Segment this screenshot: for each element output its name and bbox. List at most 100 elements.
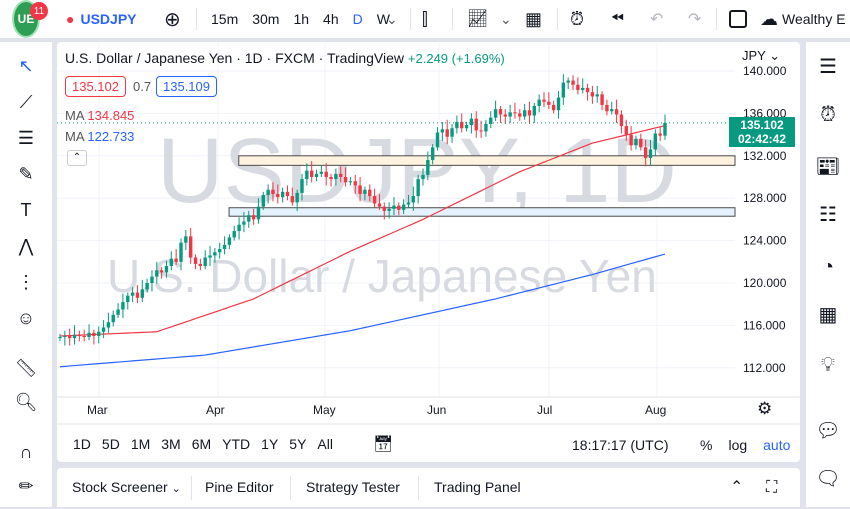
date-range-icon[interactable]: 📅︎ (373, 436, 394, 453)
scale-percent[interactable]: % (700, 437, 713, 453)
text-icon[interactable]: T (20, 200, 32, 220)
brush-icon[interactable]: ✎ (18, 164, 34, 184)
candle (97, 326, 101, 344)
range-5d[interactable]: 5D (101, 436, 120, 452)
candle-body (87, 332, 91, 338)
price-tick: 116.000 (743, 318, 786, 332)
interval-W[interactable]: W (376, 11, 390, 27)
candle (363, 186, 367, 201)
watchlist-icon[interactable]: ☰ (819, 56, 837, 78)
undo-icon[interactable]: ↶ (650, 11, 664, 28)
ask-price-button[interactable]: 135.109 (156, 76, 217, 97)
cursor-icon[interactable]: ↖ (18, 56, 34, 76)
range-3m[interactable]: 3M (161, 436, 181, 452)
candle-body (522, 110, 527, 117)
watermark-symbol: USDJPY, 1D (157, 120, 677, 222)
tab-strategy-tester[interactable]: Strategy Tester (306, 479, 400, 495)
ma2-legend[interactable]: MA 122.733 (65, 129, 135, 144)
range-ytd[interactable]: YTD (222, 436, 251, 452)
fib-retracement-icon[interactable]: ☰ (17, 128, 35, 148)
candle (455, 115, 459, 134)
chart-panel[interactable]: 140.000 136.000 132.000 128.000 124.000 120.0… (57, 42, 800, 462)
candle-body (435, 132, 440, 148)
magnet-icon[interactable]: ∩ (19, 442, 33, 462)
indicators-icon[interactable]: 📈︎ (467, 9, 489, 28)
range-1d[interactable]: 1D (73, 436, 91, 452)
candle (387, 202, 391, 219)
fullscreen-square-icon[interactable] (729, 0, 747, 38)
collapse-panel-icon[interactable]: ⌃ (730, 479, 744, 496)
candles-chart-type-icon[interactable]: ⫿ (422, 8, 428, 29)
trend-line-icon[interactable]: ⟋ (19, 92, 33, 112)
collapse-legend-button[interactable]: ⌃ (67, 150, 87, 166)
save-cloud-button[interactable]: ☁︎ Wealthy E (760, 8, 846, 29)
lock-drawing-icon[interactable]: ✏︎ (18, 476, 34, 496)
candle-body (203, 257, 207, 267)
scale-auto[interactable]: auto (763, 437, 791, 453)
interval-D[interactable]: D (352, 11, 363, 27)
tab-pine-editor[interactable]: Pine Editor (205, 479, 274, 495)
candle (372, 188, 377, 208)
chevron-down-icon[interactable]: ⌄ (386, 10, 398, 27)
interval-30m[interactable]: 30m (252, 11, 280, 27)
forecast-icon[interactable]: ⋮ (17, 272, 35, 292)
chart-settings-icon[interactable]: ⚙︎ (757, 399, 773, 418)
price-chart[interactable]: 140.000 136.000 132.000 128.000 124.000 120.0… (57, 42, 800, 462)
alarm-clock-icon[interactable]: ⏰︎ (820, 104, 836, 126)
messages-icon[interactable]: 🗨︎ (815, 468, 841, 490)
emoji-icon[interactable]: ☺ (16, 308, 36, 328)
chat-icon[interactable]: 💬︎ (815, 420, 841, 442)
currency-selector[interactable]: JPY ⌄ (742, 48, 781, 63)
range-5y[interactable]: 5Y (289, 436, 307, 452)
candle (261, 191, 265, 210)
candle (600, 91, 604, 111)
month-tick: Jul (537, 403, 552, 417)
ideas-lightbulb-icon[interactable]: 💡︎ (821, 354, 835, 376)
ma1-legend[interactable]: MA 134.845 (65, 108, 135, 123)
candle-body (392, 205, 396, 209)
range-6m[interactable]: 6M (191, 436, 212, 452)
tab-trading-panel[interactable]: Trading Panel (434, 479, 521, 495)
candle (237, 217, 241, 240)
replay-icon[interactable]: ⏪︎ (611, 10, 624, 27)
clock-time[interactable]: 18:17:17 (UTC) (572, 437, 669, 453)
bid-price-button[interactable]: 135.102 (65, 76, 126, 97)
tab-stock-screener[interactable]: Stock Screener ⌄ (72, 479, 181, 495)
news-icon[interactable]: 📰︎ (815, 156, 841, 178)
candle (619, 110, 624, 134)
compare-add-icon[interactable]: ⊕ (164, 8, 181, 31)
interval-15m[interactable]: 15m (211, 11, 239, 27)
pattern-icon[interactable]: ⋀ (18, 236, 34, 256)
interval-1h[interactable]: 1h (293, 11, 310, 27)
price-tick: 124.000 (743, 234, 787, 248)
candle-body (121, 302, 125, 310)
candle (537, 94, 541, 113)
candle (232, 225, 236, 241)
price-tick: 120.000 (743, 276, 787, 290)
chevron-down-icon[interactable]: ⌄ (500, 10, 512, 27)
candle (556, 91, 561, 119)
range-1y[interactable]: 1Y (261, 436, 279, 452)
candle-body (319, 171, 324, 174)
scale-log[interactable]: log (728, 437, 748, 453)
layouts-grid-icon[interactable]: ▦ (525, 8, 543, 29)
symbol-search[interactable]: ● USDJPY (66, 11, 137, 27)
candle-body (363, 189, 367, 194)
range-all[interactable]: All (317, 436, 333, 452)
maximize-panel-icon[interactable]: ⛶ (766, 479, 778, 496)
candle (343, 167, 348, 187)
data-window-icon[interactable]: ◔ (821, 256, 835, 278)
candle-body (111, 314, 115, 323)
candle-body (605, 104, 609, 112)
candle (193, 254, 198, 270)
range-1m[interactable]: 1M (130, 436, 151, 452)
redo-icon[interactable]: ↷ (688, 11, 702, 28)
candle (605, 99, 609, 116)
ruler-icon[interactable]: 📏︎ (14, 358, 38, 378)
candle-body (314, 173, 319, 177)
alert-clock-icon[interactable]: ⏰︎ (570, 8, 585, 29)
calendar-icon[interactable]: ▦ (818, 304, 838, 326)
screener-list-icon[interactable]: ☷ (819, 204, 837, 226)
interval-4h[interactable]: 4h (323, 11, 339, 27)
zoom-in-icon[interactable]: 🔍︎ (14, 392, 38, 412)
